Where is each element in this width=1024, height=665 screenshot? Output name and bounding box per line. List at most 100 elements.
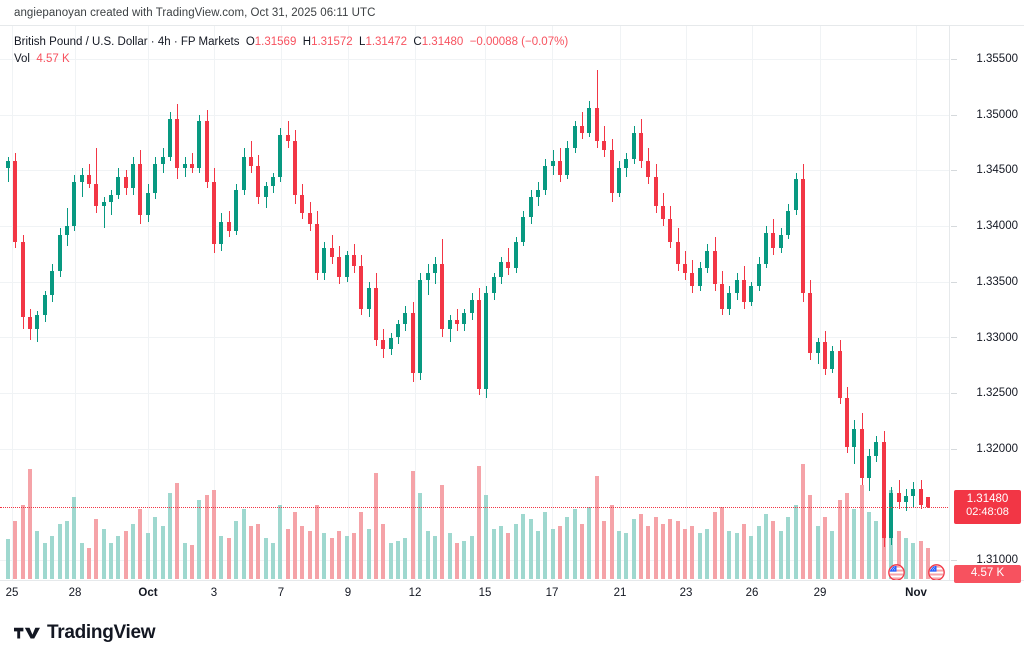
candle-body [197,121,201,169]
volume-bar [595,475,599,579]
economic-event-flag-icon[interactable] [928,564,945,580]
volume-bar [484,495,488,579]
volume-bar [205,495,209,579]
tradingview-footer-logo: TradingView [14,622,156,644]
volume-bar [315,504,319,579]
volume-bar [35,531,39,579]
candle-wick [104,197,105,229]
time-axis-label: 7 [277,587,285,599]
volume-bar [668,519,672,579]
gridline-vertical [620,26,621,580]
candle-body [794,179,798,211]
price-axis-label: 1.35000 [976,108,1018,121]
volume-bar [462,540,466,579]
candle-body [102,201,106,207]
candle-body [293,141,297,195]
volume-bar [426,531,430,579]
time-axis-label: 9 [344,587,352,599]
volume-bar [801,463,805,579]
candle-body [308,212,312,224]
time-axis-label: 12 [408,587,422,599]
candle-body [440,263,444,329]
gridline-vertical [214,26,215,580]
volume-bar [168,492,172,579]
volume-bar [403,538,407,579]
candle-body [771,232,775,249]
price-tick-mark [951,226,957,227]
price-tick-mark [951,560,957,561]
candle-body [499,261,503,278]
candle-body [727,292,731,309]
current-price-badge[interactable]: 1.31480 02:48:08 [954,489,1021,524]
candle-body [676,241,680,264]
economic-event-flag-icon[interactable] [933,564,950,581]
candle-body [492,277,496,293]
candle-body [514,241,518,269]
time-axis-label: 17 [545,587,559,599]
volume-bar [352,533,356,579]
candle-body [256,165,260,198]
volume-bar [536,531,540,579]
gridline-horizontal [0,115,949,116]
gridline-horizontal [0,337,949,338]
volume-bar [6,539,10,579]
volume-bar [852,509,856,579]
candle-body [742,279,746,302]
economic-event-flag-icon[interactable] [888,564,905,580]
volume-bar [514,523,518,579]
volume-value-badge[interactable]: 4.57 K [954,565,1021,583]
candle-body [21,241,25,318]
candle-body [131,163,135,189]
volume-bar [50,535,54,579]
candle-body [249,157,253,166]
chart-plot-area[interactable] [0,26,950,580]
price-axis-label: 1.35500 [976,53,1018,65]
candle-body [359,266,363,309]
candle-body [558,161,562,175]
candle-body [477,299,481,389]
candle-body [87,174,91,184]
candle-body [418,279,422,374]
candle-body [28,317,32,329]
candle-body [926,496,930,507]
volume-bar [654,516,658,579]
volume-bar [749,535,753,579]
volume-bar [690,526,694,579]
gridline-horizontal [0,393,949,394]
candle-body [13,161,17,242]
volume-bar [602,521,606,579]
price-scale-axis[interactable]: 1.35500 1.35000 1.34500 1.34000 1.33500 1.330… [951,26,1024,583]
volume-bar [13,521,17,579]
volume-bar [816,526,820,579]
candle-body [889,493,893,538]
candle-body [205,121,209,182]
candle-body [867,455,871,478]
candle-body [352,255,356,267]
candle-body [109,194,113,202]
candle-body [161,157,165,164]
volume-bar [440,485,444,579]
time-axis-label: 29 [813,587,827,599]
volume-bar [65,521,69,579]
volume-bar [28,468,32,579]
time-axis-label: 21 [613,587,627,599]
volume-bar [389,543,393,579]
candle-wick [192,152,193,173]
price-axis-label: 1.31000 [976,554,1018,567]
volume-bar [838,499,842,579]
volume-bar [80,543,84,579]
current-price-line [0,506,949,508]
candle-body [389,337,393,349]
gridline-vertical [348,26,349,580]
volume-bar [676,521,680,579]
candle-body [830,350,834,369]
volume-bar [337,531,341,579]
candle-body [786,210,790,235]
volume-bar [639,514,643,579]
time-axis-label: 28 [68,587,82,599]
volume-bar [742,523,746,579]
volume-bar [610,504,614,579]
volume-bar [529,519,533,579]
volume-bar [131,523,135,579]
time-scale-axis[interactable]: 25 28 Oct 3 7 9 12 15 17 21 23 26 29 Nov [0,582,1024,610]
